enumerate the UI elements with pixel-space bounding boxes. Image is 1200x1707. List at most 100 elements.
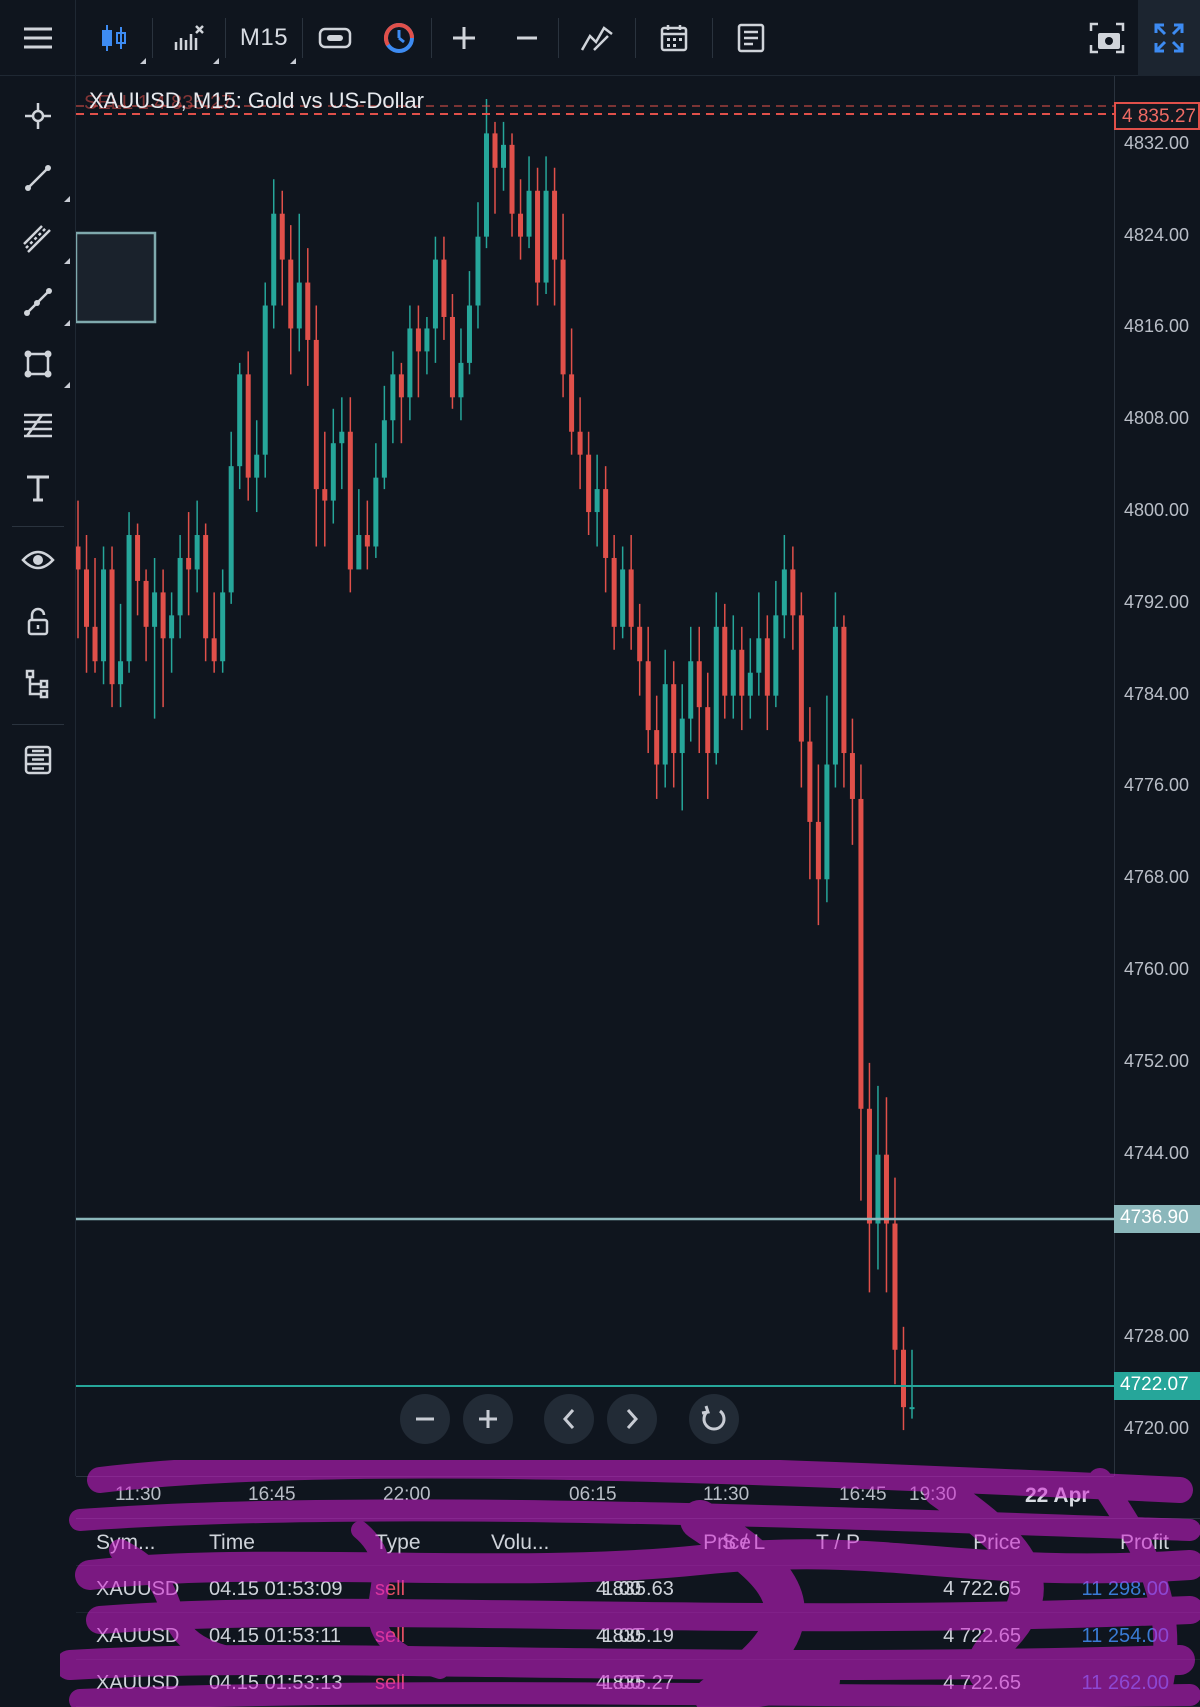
cell-profit: 11 262.00 bbox=[1081, 1672, 1170, 1694]
visibility-tool[interactable] bbox=[0, 532, 76, 588]
candle-body bbox=[466, 305, 472, 363]
notes-icon bbox=[737, 23, 765, 52]
candle-body bbox=[245, 374, 251, 478]
chart-zoom-in-button[interactable] bbox=[463, 1394, 513, 1444]
candle-body bbox=[883, 1154, 889, 1224]
order-line-label: SELL 1 4 835.27 bbox=[84, 92, 233, 114]
price-axis[interactable] bbox=[1114, 76, 1200, 1476]
candle-body bbox=[713, 626, 719, 754]
cell-current-price: 4 722.65 bbox=[943, 1672, 1021, 1694]
indicators-button[interactable] bbox=[153, 0, 225, 76]
candle-body bbox=[475, 236, 481, 306]
price-chart[interactable] bbox=[76, 76, 1114, 1476]
zoom-in-button[interactable] bbox=[432, 0, 496, 76]
price-tick-label: 4720.00 bbox=[1124, 1418, 1190, 1439]
candle-body bbox=[747, 672, 753, 696]
object-link-button[interactable] bbox=[303, 0, 367, 76]
signal-button[interactable] bbox=[559, 0, 635, 76]
toolbar-separator bbox=[431, 17, 432, 58]
toolbar-separator bbox=[12, 526, 64, 527]
candle-body bbox=[373, 477, 379, 547]
candle-body bbox=[858, 798, 864, 1109]
plus-icon bbox=[479, 1410, 497, 1428]
candle-body bbox=[577, 431, 583, 455]
trade-clock-icon bbox=[383, 22, 414, 53]
candle-body bbox=[620, 569, 626, 627]
shape-icon bbox=[24, 350, 52, 378]
polyline-tool[interactable] bbox=[0, 274, 76, 330]
cell-current-price: 4 722.65 bbox=[943, 1625, 1021, 1647]
layers-tool[interactable] bbox=[0, 732, 76, 788]
candle-body bbox=[76, 546, 81, 570]
scroll-right-button[interactable] bbox=[607, 1394, 657, 1444]
toolbar-separator bbox=[712, 17, 713, 58]
candle-body bbox=[645, 661, 651, 731]
eye-icon bbox=[21, 550, 55, 570]
shape-tool[interactable] bbox=[0, 336, 76, 392]
table-row[interactable]: XAUUSD 04.15 01:53:09 sell 1.00 4 835.63 4 72… bbox=[76, 1566, 1200, 1613]
candle-body bbox=[364, 535, 370, 547]
candle-body bbox=[492, 133, 498, 168]
trendline-tool[interactable] bbox=[0, 150, 76, 206]
col-sl[interactable]: S / L bbox=[722, 1531, 766, 1554]
channel-tool[interactable] bbox=[0, 212, 76, 268]
col-time[interactable]: Time bbox=[209, 1531, 255, 1554]
toolbar-separator bbox=[152, 17, 153, 58]
candle-body bbox=[654, 730, 660, 765]
text-tool[interactable] bbox=[0, 460, 76, 516]
candle-body bbox=[696, 661, 702, 708]
trade-clock-button[interactable] bbox=[367, 0, 431, 76]
notes-button[interactable] bbox=[713, 0, 789, 76]
submenu-corner bbox=[64, 320, 70, 326]
candle-body bbox=[305, 282, 311, 340]
chart-zoom-out-button[interactable] bbox=[400, 1394, 450, 1444]
object-link-icon bbox=[318, 27, 352, 48]
candle-body bbox=[330, 443, 336, 501]
menu-button[interactable] bbox=[0, 0, 76, 76]
candle-body bbox=[424, 328, 430, 352]
candle-body bbox=[807, 741, 813, 822]
price-tick-label: 4784.00 bbox=[1124, 683, 1190, 704]
candle-body bbox=[688, 661, 694, 719]
candle-body bbox=[509, 144, 515, 214]
candle-body bbox=[458, 362, 464, 398]
col-symbol[interactable]: Sym... bbox=[96, 1531, 156, 1554]
zoom-out-button[interactable] bbox=[496, 0, 558, 76]
col-current-price[interactable]: Price bbox=[973, 1531, 1021, 1554]
candle-body bbox=[628, 569, 634, 627]
fullscreen-button[interactable] bbox=[1138, 0, 1200, 76]
top-toolbar: M15 bbox=[0, 0, 1200, 76]
reset-chart-button[interactable] bbox=[689, 1394, 739, 1444]
table-row[interactable]: XAUUSD 04.15 01:53:13 sell 1.00 4 835.27 4 72… bbox=[76, 1660, 1200, 1707]
price-tick-label: 4824.00 bbox=[1124, 224, 1190, 245]
cell-profit: 11 298.00 bbox=[1081, 1578, 1170, 1600]
candle-body bbox=[118, 661, 124, 685]
chevron-left-icon bbox=[562, 1409, 575, 1429]
col-volume[interactable]: Volu... bbox=[491, 1531, 550, 1554]
candle-body bbox=[228, 466, 234, 593]
table-row[interactable]: XAUUSD 04.15 01:53:11 sell 1.00 4 835.19 4 72… bbox=[76, 1613, 1200, 1660]
objects-tree-tool[interactable] bbox=[0, 656, 76, 712]
crosshair-tool[interactable] bbox=[0, 88, 76, 144]
candle-body bbox=[126, 535, 132, 662]
cell-open-price: 4 835.63 bbox=[596, 1578, 674, 1600]
candle-body bbox=[764, 638, 770, 696]
candle-body bbox=[526, 190, 532, 237]
candle-body bbox=[781, 569, 787, 616]
scroll-left-button[interactable] bbox=[544, 1394, 594, 1444]
timeframe-button[interactable]: M15 bbox=[226, 0, 302, 76]
col-profit[interactable]: Profit bbox=[1119, 1531, 1169, 1554]
candle-body bbox=[101, 569, 107, 662]
lock-tool[interactable] bbox=[0, 594, 76, 650]
calendar-button[interactable] bbox=[636, 0, 712, 76]
candle-body bbox=[152, 592, 158, 627]
chart-type-button[interactable] bbox=[76, 0, 152, 76]
fibonacci-tool[interactable] bbox=[0, 398, 76, 454]
channel-icon bbox=[23, 225, 51, 253]
candles-group bbox=[76, 98, 915, 1431]
col-tp[interactable]: T / P bbox=[816, 1531, 860, 1554]
candle-body bbox=[739, 649, 745, 696]
price-tick-label: 4768.00 bbox=[1124, 867, 1190, 888]
col-type[interactable]: Type bbox=[375, 1531, 421, 1554]
screenshot-button[interactable] bbox=[1076, 0, 1138, 76]
